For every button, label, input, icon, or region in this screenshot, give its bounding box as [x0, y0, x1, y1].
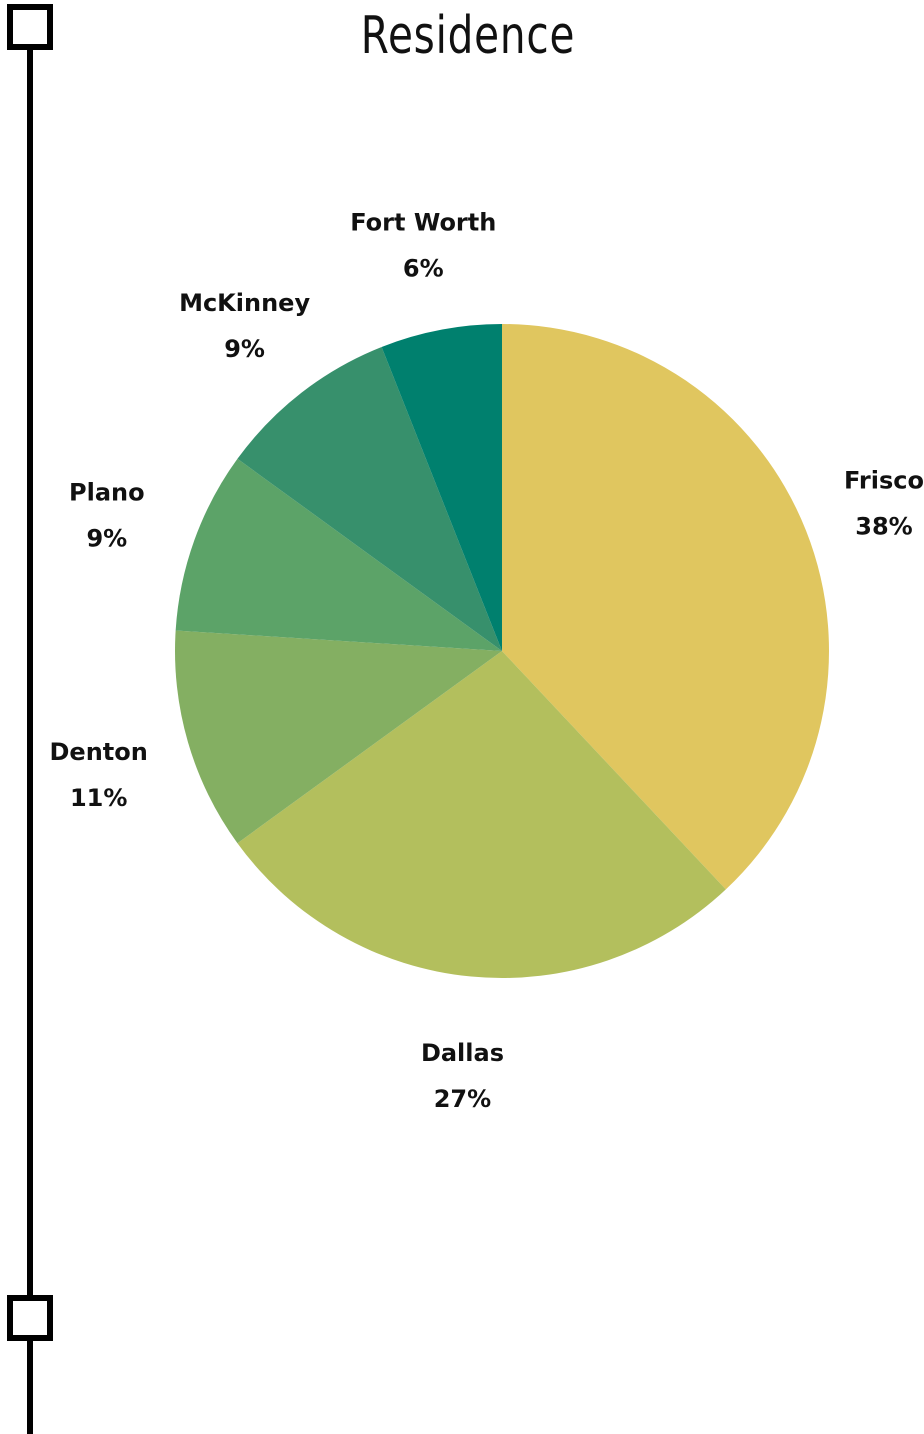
pie-slice-frisco [502, 324, 830, 890]
pie-slice-plano [175, 458, 502, 651]
slice-label-mckinney: McKinney [179, 289, 310, 317]
timeline-top-square-icon [7, 4, 53, 50]
slice-value-plano: 9% [86, 525, 127, 553]
timeline-line [27, 46, 33, 1434]
slice-value-dallas: 27% [434, 1085, 491, 1113]
slice-value-fort-worth: 6% [403, 254, 444, 282]
slice-label-dallas: Dallas [421, 1039, 504, 1067]
pie-slice-denton [175, 630, 502, 844]
timeline-bottom-square-icon [7, 1295, 53, 1341]
pie-slice-mckinney [237, 346, 502, 651]
pie-slice-dallas [237, 651, 726, 979]
slice-value-frisco: 38% [855, 512, 912, 540]
pie-slice-fort-worth [381, 324, 502, 651]
slice-label-fort-worth: Fort Worth [350, 208, 496, 236]
chart-title: Residence [360, 6, 576, 66]
pie-chart: Frisco 38% Dallas 27% Denton 11% Plano 9% McKinn… [50, 208, 924, 1113]
slice-label-frisco: Frisco [844, 466, 924, 494]
slice-value-mckinney: 9% [224, 335, 265, 363]
slice-label-denton: Denton [50, 738, 148, 766]
slice-value-denton: 11% [70, 784, 127, 812]
slice-label-plano: Plano [69, 479, 145, 507]
